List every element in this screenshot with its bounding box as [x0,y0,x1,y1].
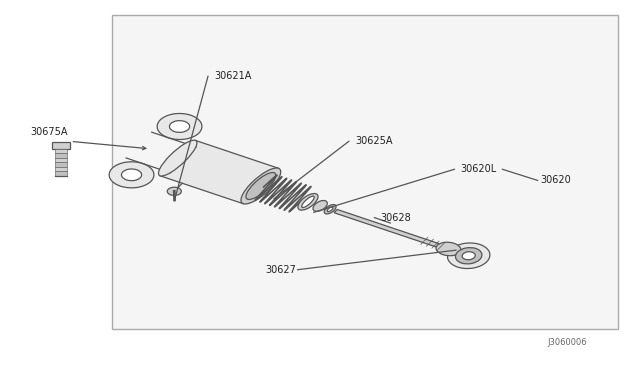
Text: 30627: 30627 [266,265,296,275]
Polygon shape [160,140,278,204]
Ellipse shape [447,243,490,269]
FancyBboxPatch shape [52,142,70,149]
Ellipse shape [170,121,189,132]
Ellipse shape [327,207,333,212]
Ellipse shape [436,242,461,256]
Text: 30675A: 30675A [31,127,68,137]
Bar [55,153,67,158]
Bar [55,162,67,167]
Bar [55,149,67,153]
Bar [112,15,618,329]
Bar [55,158,67,162]
Bar [55,171,67,176]
Ellipse shape [157,113,202,140]
Ellipse shape [159,140,197,176]
Text: 30625A: 30625A [355,137,393,146]
Text: 30620: 30620 [541,176,572,185]
Ellipse shape [241,168,281,204]
Bar [55,167,67,171]
Ellipse shape [246,173,276,199]
Text: J3060006: J3060006 [547,338,587,347]
Text: 30628: 30628 [381,213,412,222]
Text: 30620L: 30620L [461,164,497,174]
Ellipse shape [109,162,154,188]
Polygon shape [334,209,448,250]
Text: 30621A: 30621A [214,71,252,81]
Ellipse shape [324,205,336,214]
Ellipse shape [122,169,141,181]
Ellipse shape [313,201,327,211]
Ellipse shape [167,187,181,195]
Ellipse shape [298,193,318,210]
Ellipse shape [462,252,476,260]
Ellipse shape [301,196,314,208]
Ellipse shape [456,248,482,264]
